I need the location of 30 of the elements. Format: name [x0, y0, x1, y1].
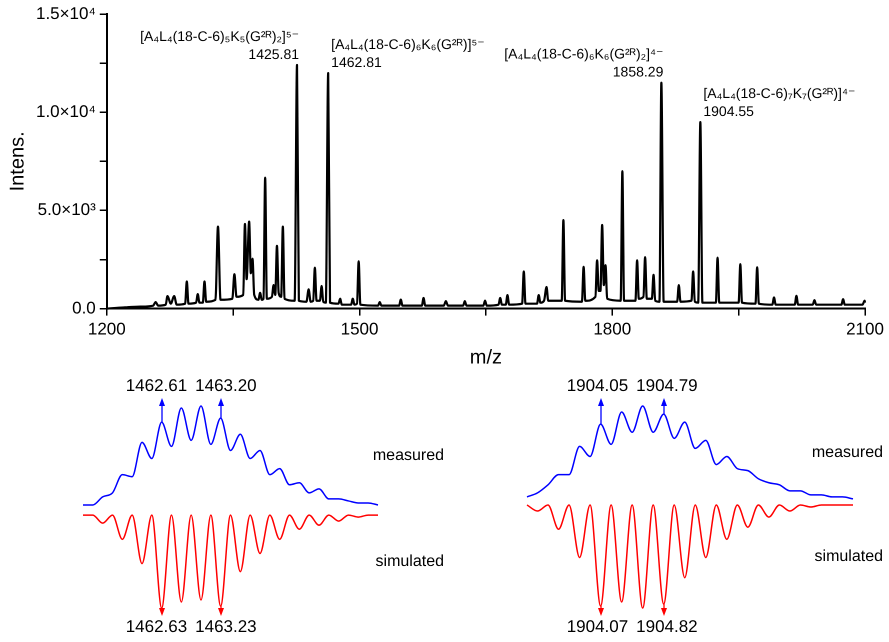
x-tick-label: 1500: [340, 319, 378, 338]
text: simulated: [376, 552, 444, 570]
annotation: 1462.61: [126, 376, 188, 396]
annotation: 1858.29: [612, 64, 664, 80]
text: simulated: [814, 548, 883, 565]
annotation: [A₄L₄(18-C-6)₇K₇(G²ᴿ)]⁴⁻: [703, 85, 856, 102]
annotation: 1904.07: [566, 617, 628, 636]
annotation: 1462.81: [331, 54, 382, 70]
x-tick-label: 1200: [88, 319, 126, 338]
y-tick-label: 0.0: [72, 298, 96, 318]
annotation: 1462.63: [126, 617, 188, 636]
x-tick-label: 2100: [846, 319, 884, 338]
annotation: 1904.79: [636, 376, 698, 396]
y-tick-label: 5.0×10³: [38, 200, 96, 220]
y-axis-title: Intens.: [6, 131, 29, 192]
annotation: 1463.20: [195, 376, 257, 396]
annotation: [A₄L₄(18-C-6)₅K₅(G²ᴿ)₂]⁵⁻: [140, 28, 300, 44]
series-label: measured: [812, 444, 883, 461]
annotation: 1463.23: [195, 617, 257, 636]
annotation: 1904.82: [636, 617, 698, 636]
annotation: [A₄L₄(18-C-6)₆K₆(G²ᴿ)]⁵⁻: [331, 36, 485, 52]
y-tick-label: 1.5×10⁴: [36, 4, 96, 23]
annotation: 1425.81: [248, 46, 300, 62]
x-axis-title: m/z: [470, 346, 502, 369]
annotation: 1904.55: [703, 103, 754, 120]
annotation: 1904.05: [566, 376, 628, 396]
y-tick-label: 1.0×10⁴: [36, 102, 96, 122]
text: measured: [372, 446, 444, 464]
annotation: [A₄L₄(18-C-6)₆K₆(G²ᴿ)₂]⁴⁻: [504, 46, 664, 62]
x-tick-label: 1800: [593, 319, 632, 338]
